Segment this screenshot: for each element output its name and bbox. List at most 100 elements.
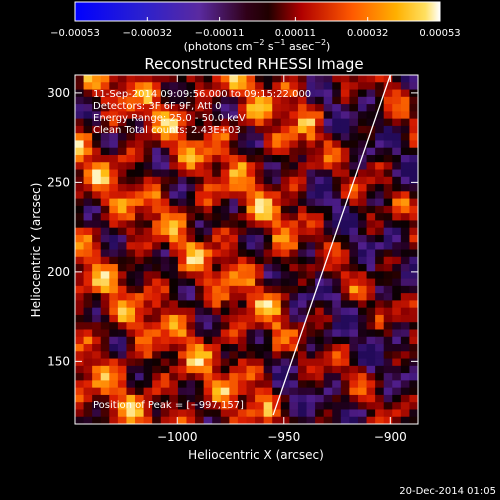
heatmap-cell bbox=[152, 184, 162, 192]
heatmap-cell bbox=[109, 184, 119, 192]
heatmap-cell bbox=[409, 104, 418, 112]
heatmap-cell bbox=[143, 169, 153, 178]
heatmap-cell bbox=[357, 314, 367, 323]
heatmap-cell bbox=[366, 205, 376, 214]
heatmap-cell bbox=[100, 184, 110, 192]
heatmap-cell bbox=[323, 176, 333, 185]
heatmap-cell bbox=[92, 373, 102, 381]
heatmap-cell bbox=[92, 329, 102, 338]
heatmap-cell bbox=[75, 402, 84, 410]
heatmap-image bbox=[75, 75, 418, 424]
heatmap-cell bbox=[75, 322, 84, 330]
heatmap-cell bbox=[340, 184, 350, 192]
heatmap-cell bbox=[272, 184, 282, 192]
heatmap-cell bbox=[272, 227, 282, 236]
heatmap-cell bbox=[375, 256, 385, 265]
heatmap-cell bbox=[366, 264, 376, 272]
heatmap-cell bbox=[92, 89, 102, 98]
heatmap-cell bbox=[100, 89, 110, 98]
heatmap-cell bbox=[177, 336, 187, 345]
heatmap-cell bbox=[83, 344, 93, 352]
heatmap-cell bbox=[143, 205, 153, 214]
heatmap-cell bbox=[195, 307, 205, 316]
heatmap-cell bbox=[143, 234, 153, 243]
heatmap-cell bbox=[349, 293, 359, 301]
heatmap-cell bbox=[340, 373, 350, 381]
heatmap-cell bbox=[323, 118, 333, 127]
heatmap-cell bbox=[152, 380, 162, 389]
heatmap-cell bbox=[297, 365, 307, 374]
heatmap-cell bbox=[366, 387, 376, 396]
heatmap-cell bbox=[229, 322, 239, 330]
heatmap-cell bbox=[83, 293, 93, 301]
heatmap-cell bbox=[237, 249, 247, 258]
heatmap-cell bbox=[280, 322, 290, 330]
heatmap-cell bbox=[220, 234, 230, 243]
heatmap-cell bbox=[195, 227, 205, 236]
heatmap-cell bbox=[409, 387, 418, 396]
heatmap-cell bbox=[117, 227, 127, 236]
heatmap-cell bbox=[315, 234, 325, 243]
heatmap-cell bbox=[357, 75, 367, 83]
heatmap-cell bbox=[143, 387, 153, 396]
heatmap-cell bbox=[169, 293, 179, 301]
heatmap-cell bbox=[143, 75, 153, 83]
heatmap-cell bbox=[109, 162, 119, 170]
heatmap-cell bbox=[315, 336, 325, 345]
heatmap-cell bbox=[383, 125, 393, 134]
heatmap-cell bbox=[272, 322, 282, 330]
heatmap-cell bbox=[340, 89, 350, 98]
heatmap-cell bbox=[263, 220, 273, 229]
heatmap-cell bbox=[375, 133, 385, 141]
heatmap-cell bbox=[100, 358, 110, 367]
heatmap-cell bbox=[186, 307, 196, 316]
heatmap-cell bbox=[135, 344, 144, 352]
heatmap-cell bbox=[272, 82, 282, 90]
heatmap-cell bbox=[375, 264, 385, 272]
heatmap-cell bbox=[126, 205, 136, 214]
heatmap-cell bbox=[160, 344, 170, 352]
heatmap-cell bbox=[280, 205, 290, 214]
heatmap-cell bbox=[212, 198, 222, 207]
heatmap-cell bbox=[349, 322, 359, 330]
heatmap-cell bbox=[177, 133, 187, 141]
heatmap-cell bbox=[332, 184, 342, 192]
heatmap-cell bbox=[340, 234, 350, 243]
heatmap-cell bbox=[255, 380, 265, 389]
heatmap-cell bbox=[186, 373, 196, 381]
heatmap-cell bbox=[392, 154, 402, 163]
heatmap-cell bbox=[83, 125, 93, 134]
heatmap-cell bbox=[220, 336, 230, 345]
heatmap-cell bbox=[195, 300, 205, 309]
colorbar bbox=[74, 1, 441, 22]
heatmap-cell bbox=[186, 409, 196, 418]
heatmap-cell bbox=[289, 154, 299, 163]
heatmap-cell bbox=[212, 75, 222, 83]
heatmap-cell bbox=[366, 111, 376, 120]
heatmap-cell bbox=[237, 344, 247, 352]
heatmap-cell bbox=[349, 271, 359, 279]
heatmap-cell bbox=[109, 380, 119, 389]
heatmap-cell bbox=[400, 75, 410, 83]
heatmap-cell bbox=[246, 394, 256, 403]
heatmap-cell bbox=[289, 314, 299, 323]
annotation-energy: Energy Range: 25.0 - 50.0 keV bbox=[93, 113, 246, 124]
heatmap-cell bbox=[92, 104, 102, 112]
heatmap-cell bbox=[229, 278, 239, 287]
heatmap-cell bbox=[169, 402, 179, 410]
heatmap-cell bbox=[109, 191, 119, 199]
heatmap-cell bbox=[366, 249, 376, 258]
heatmap-cell bbox=[117, 256, 127, 265]
heatmap-cell bbox=[366, 82, 376, 90]
heatmap-cell bbox=[409, 380, 418, 389]
heatmap-cell bbox=[332, 314, 342, 323]
heatmap-cell bbox=[195, 416, 205, 424]
heatmap-cell bbox=[83, 249, 93, 258]
heatmap-cell bbox=[315, 307, 325, 316]
heatmap-cell bbox=[220, 111, 230, 120]
heatmap-cell bbox=[280, 300, 290, 309]
heatmap-cell bbox=[143, 293, 153, 301]
heatmap-cell bbox=[186, 89, 196, 98]
heatmap-cell bbox=[83, 358, 93, 367]
